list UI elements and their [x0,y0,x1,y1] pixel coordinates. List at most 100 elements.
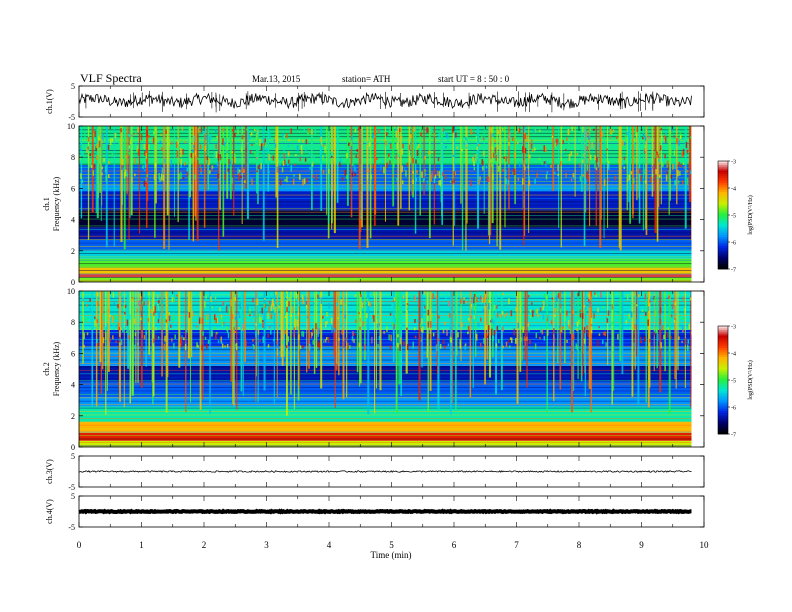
spectrogram-speckle [323,144,325,147]
spectrogram-speckle [495,343,498,349]
spectrogram-line [79,263,692,265]
spectrogram-speckle [622,145,624,149]
spectrogram-speckle [180,340,183,348]
sferic-streak [677,291,679,370]
spectrogram-speckle [162,318,165,323]
spectrogram-speckle [671,317,674,324]
spectrogram-speckle [392,321,394,327]
colorbar-cell [718,327,728,330]
spectrogram-speckle [429,321,432,328]
spectrogram-speckle [476,333,478,341]
spectrogram-speckle [94,316,96,319]
spectrogram-speckle [113,323,115,330]
spectrogram-speckle [193,144,195,149]
spectrogram-speckle [393,323,395,330]
spectrogram-speckle [681,325,684,331]
spectrogram-speckle [238,312,240,315]
spectrogram-speckle [199,164,201,168]
spectrogram-speckle [111,316,114,323]
spectrogram-speckle [84,132,86,139]
sferic-streak [338,291,340,376]
spectrogram-speckle [330,317,333,324]
spectrogram-speckle [306,315,309,319]
colorbar-cell [718,211,728,214]
spectrogram-speckle [688,323,691,330]
spectrogram-speckle [109,338,111,343]
spectrogram-speckle [114,314,117,320]
spectrogram-speckle [582,126,584,133]
spectrogram-line [79,397,692,399]
sferic-streak [226,126,229,199]
spectrogram-speckle [471,307,473,310]
spectrogram-speckle [85,317,87,323]
spectrogram-speckle [437,171,439,176]
spectrogram-speckle [86,304,88,307]
spectrogram-speckle [263,302,265,310]
sferic-streak [127,291,130,369]
spectrogram-speckle [602,306,605,309]
spectrogram-speckle [457,332,459,338]
spectrogram-speckle [204,145,206,152]
x-tick-label: 9 [639,540,644,550]
colorbar-cell [718,426,728,429]
spectrogram-speckle [417,319,420,324]
sferic-streak [500,291,503,391]
spectrogram-speckle [155,326,157,331]
sferic-streak [366,126,369,248]
spectrogram-speckle [251,143,253,147]
spectrogram-speckle [235,343,238,351]
sferic-streak [106,291,108,392]
spectrogram-speckle [597,307,599,313]
spectrogram-speckle [470,128,472,135]
spectrogram-speckle [491,328,493,336]
colorbar-cell [718,347,728,350]
spectrogram-speckle [205,344,208,349]
spectrogram-speckle [361,301,364,309]
spectrogram-speckle [363,344,366,351]
spectrogram-speckle [245,147,247,152]
spectrogram-speckle [370,174,373,180]
sferic-streak [398,291,400,385]
spectrogram-speckle [104,170,107,175]
colorbar-cell [718,394,728,397]
colorbar-cell [718,202,728,205]
spectrogram-speckle [447,135,449,142]
spectrogram-speckle [385,140,387,146]
spectrogram-speckle [536,172,538,178]
spectrogram-speckle [351,135,353,142]
spectrogram-speckle [210,133,212,141]
spectrogram-speckle [180,158,183,165]
spectrogram-speckle [252,339,254,342]
colorbar-cell [718,236,728,239]
spectrogram-speckle [538,157,541,161]
spectrogram-speckle [112,335,114,340]
spectrogram-speckle [184,343,187,351]
sferic-streak [374,126,377,215]
spectrogram-speckle [618,158,620,164]
spectrogram-speckle [290,128,292,135]
spectrogram-speckle [691,331,692,336]
spectrogram-speckle [524,338,527,341]
spectrogram-speckle [395,154,397,160]
spectrogram-speckle [205,134,207,141]
spectrogram-speckle [80,145,83,149]
spectrogram-speckle [389,345,392,350]
spectrogram-speckle [517,141,519,145]
start-time-label: start UT = 8 : 50 : 0 [438,74,510,84]
spectrogram-speckle [427,309,429,316]
spectrogram-speckle [674,163,676,170]
sferic-streak [645,126,648,236]
sferic-streak [152,291,155,397]
spectrogram-line [79,228,692,230]
spectrogram-speckle [354,173,357,177]
sferic-streak [690,291,692,408]
spectrogram-speckle [137,149,140,156]
spectrogram-speckle [681,137,684,140]
spectrogram-speckle [424,172,427,177]
spectrogram-speckle [609,136,612,139]
sferic-streak [456,291,458,356]
spectrogram-speckle [270,312,273,317]
spectrogram-speckle [464,136,467,141]
colorbar-cell [718,182,728,185]
spectrogram-speckle [397,153,400,158]
